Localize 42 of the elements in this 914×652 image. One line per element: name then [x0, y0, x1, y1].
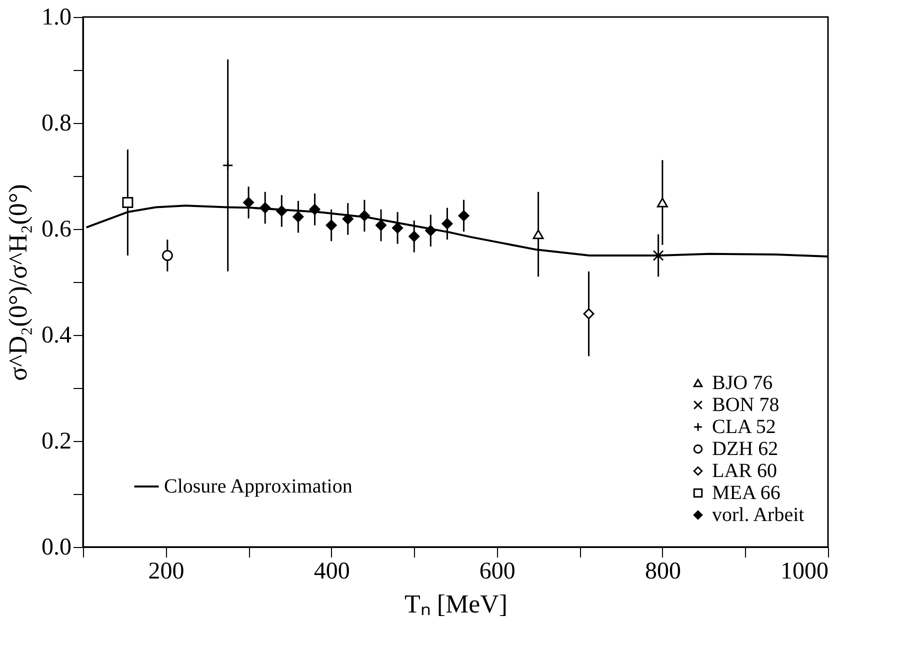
point: [392, 222, 404, 234]
point: [408, 230, 420, 242]
point: [292, 211, 304, 222]
point: [222, 160, 234, 171]
y-tick-label: 0.0: [42, 534, 72, 560]
legend-label: Closure Approximation: [164, 476, 352, 498]
point: [309, 204, 320, 215]
point: [326, 220, 337, 231]
point: [532, 229, 544, 240]
point: [358, 210, 370, 222]
legend-label: vorl. Arbeit: [712, 504, 805, 526]
legend-label: BON 78: [712, 394, 780, 416]
point: [276, 205, 288, 216]
point: [425, 225, 436, 236]
y-tick-label: 1.0: [42, 4, 72, 30]
x-axis-title: Tₙ [MeV]: [404, 590, 508, 618]
point: [162, 250, 173, 261]
y-tick-label: 0.4: [42, 322, 72, 348]
y-tick-label: 0.6: [42, 216, 72, 242]
y-tick-label: 0.8: [42, 110, 72, 136]
y-axis-title: σ^D₂(0°)/σ^H₂(0°): [4, 184, 32, 381]
x-tick-label: 200: [148, 558, 184, 584]
legend-label: DZH 62: [712, 438, 778, 460]
y-tick-label: 0.2: [42, 428, 72, 454]
point: [376, 220, 386, 231]
point: [260, 202, 271, 214]
point: [652, 250, 664, 261]
point: [583, 308, 594, 320]
point: [342, 213, 354, 224]
point: [458, 210, 470, 222]
point: [122, 197, 134, 208]
point: [243, 197, 254, 208]
x-tick-label: 1000: [780, 558, 828, 584]
legend-label: LAR 60: [712, 460, 777, 482]
point: [442, 218, 453, 230]
legend-label: MEA 66: [712, 482, 780, 504]
point: [656, 198, 668, 208]
x-tick-label: 400: [314, 558, 350, 584]
legend-label: BJO 76: [712, 372, 773, 394]
legend-label: CLA 52: [712, 416, 776, 438]
x-tick-label: 800: [644, 558, 681, 584]
x-tick-label: 600: [479, 558, 516, 584]
